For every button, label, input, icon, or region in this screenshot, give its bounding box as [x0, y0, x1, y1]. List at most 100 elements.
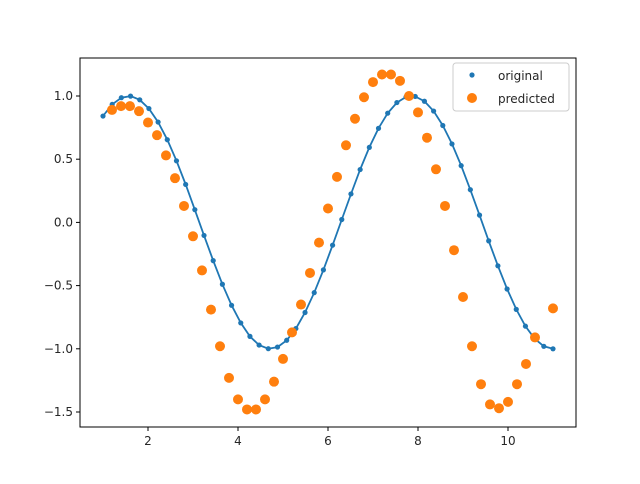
original-point — [366, 144, 372, 151]
plot-area — [100, 69, 558, 415]
predicted-point — [242, 404, 252, 415]
predicted-point — [107, 104, 117, 115]
predicted-point — [170, 173, 180, 184]
predicted-point — [269, 376, 279, 387]
original-point — [348, 191, 354, 197]
predicted-point — [413, 107, 423, 118]
predicted-point — [521, 358, 531, 369]
predicted-point — [224, 372, 234, 383]
predicted-point — [143, 117, 153, 128]
predicted-point — [260, 394, 270, 405]
original-point — [201, 232, 207, 239]
original-point — [550, 346, 556, 352]
original-point — [495, 263, 501, 269]
original-point — [467, 187, 473, 193]
y-tick-label: −0.5 — [44, 279, 73, 293]
predicted-point — [152, 130, 162, 141]
original-point — [210, 258, 216, 264]
predicted-point — [359, 92, 369, 103]
original-point — [320, 267, 327, 273]
original-point — [256, 342, 262, 348]
legend: original predicted — [452, 62, 570, 112]
original-point — [339, 216, 345, 223]
original-point — [137, 97, 143, 103]
predicted-point — [458, 291, 468, 302]
x-tick-label: 8 — [414, 434, 422, 448]
original-point — [357, 166, 363, 173]
predicted-point — [503, 396, 513, 407]
predicted-point — [350, 113, 360, 124]
original-point — [329, 242, 336, 248]
y-tick-label: 0.5 — [54, 152, 73, 166]
predicted-point — [116, 101, 126, 112]
predicted-point — [395, 75, 405, 86]
original-point — [541, 343, 547, 349]
original-point — [146, 105, 152, 112]
x-tick-label: 10 — [500, 434, 515, 448]
x-tick-label: 2 — [144, 434, 152, 448]
y-tick-label: 1.0 — [54, 89, 73, 103]
original-point — [247, 333, 253, 339]
predicted-point — [377, 69, 387, 80]
predicted-point — [440, 200, 450, 211]
original-point — [164, 137, 170, 143]
original-point — [155, 119, 161, 125]
predicted-point — [368, 77, 378, 88]
original-point — [421, 98, 428, 104]
predicted-point — [206, 304, 216, 315]
predicted-point — [422, 132, 432, 143]
predicted-point — [197, 265, 207, 276]
predicted-point — [485, 399, 495, 410]
predicted-point — [530, 332, 540, 343]
original-point — [219, 281, 225, 287]
original-point — [173, 158, 180, 164]
original-point — [476, 212, 483, 218]
predicted-point — [386, 69, 396, 80]
legend-box — [452, 62, 570, 112]
predicted-point — [404, 91, 414, 101]
original-point — [522, 323, 529, 329]
original-point — [183, 181, 189, 188]
predicted-point — [296, 299, 306, 310]
predicted-point — [287, 327, 297, 338]
predicted-point — [305, 267, 315, 278]
original-point — [412, 93, 418, 100]
original-point — [513, 306, 519, 312]
x-tick-label: 6 — [324, 434, 332, 448]
predicted-point — [323, 203, 333, 214]
original-point — [118, 95, 124, 101]
y-tick-label: 0.0 — [54, 215, 73, 229]
original-point — [375, 125, 382, 131]
predicted-point — [125, 101, 135, 112]
predicted-point — [431, 164, 441, 175]
original-point — [192, 207, 198, 213]
predicted-point — [548, 303, 558, 314]
predicted-point — [314, 237, 324, 248]
predicted-point — [179, 200, 189, 211]
original-point — [274, 344, 281, 350]
predicted-point — [278, 353, 288, 364]
y-tick-label: −1.0 — [44, 342, 73, 356]
predicted-point — [188, 231, 198, 242]
original-point — [311, 290, 317, 296]
legend-predicted-marker — [467, 93, 477, 103]
original-point — [100, 113, 106, 119]
original-point — [458, 163, 464, 169]
original-point — [385, 110, 391, 116]
original-point — [265, 346, 271, 352]
original-point — [284, 337, 290, 343]
y-tick-label: −1.5 — [44, 405, 73, 419]
original-point — [394, 99, 400, 106]
original-point — [486, 238, 492, 244]
predicted-point — [215, 341, 225, 352]
original-point — [228, 302, 235, 308]
original-point — [449, 141, 455, 147]
predicted-point — [134, 106, 144, 117]
predicted-point — [467, 341, 477, 352]
predicted-point — [161, 150, 171, 161]
original-point — [431, 108, 437, 114]
predicted-point — [494, 403, 504, 414]
original-point — [238, 320, 244, 326]
